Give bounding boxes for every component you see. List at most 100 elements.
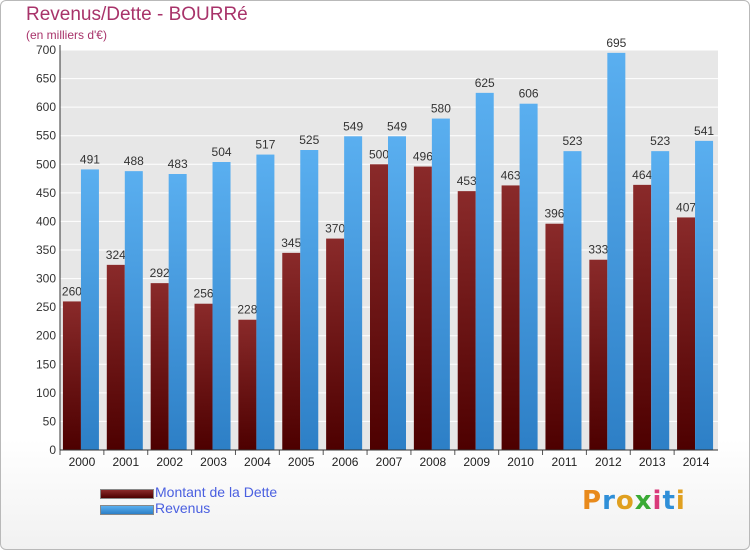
- y-tick-label: 350: [36, 243, 56, 257]
- bar-debt: [106, 264, 125, 450]
- data-label-debt: 345: [281, 236, 301, 250]
- y-tick-label: 700: [36, 43, 56, 57]
- y-tick-label: 250: [36, 300, 56, 314]
- data-label-debt: 500: [369, 147, 389, 161]
- legend-swatch-revenus: [100, 505, 154, 515]
- bar-revenus: [519, 103, 538, 450]
- bar-debt: [62, 301, 81, 450]
- data-label-revenus: 525: [299, 133, 319, 147]
- data-label-debt: 370: [325, 222, 345, 236]
- legend-swatch-debt: [100, 489, 154, 499]
- data-label-debt: 396: [544, 207, 564, 221]
- bar-debt: [194, 303, 213, 450]
- data-label-debt: 407: [676, 200, 696, 214]
- y-tick-label: 550: [36, 129, 56, 143]
- y-tick-label: 150: [36, 357, 56, 371]
- data-label-debt: 324: [106, 248, 126, 262]
- data-label-revenus: 523: [562, 134, 582, 148]
- logo-letter: i: [675, 486, 686, 516]
- data-label-debt: 464: [632, 168, 652, 182]
- x-tick-label: 2012: [595, 455, 622, 469]
- data-label-debt: 256: [194, 287, 214, 301]
- data-label-revenus: 549: [387, 119, 407, 133]
- x-tick-label: 2008: [420, 455, 447, 469]
- data-label-debt: 228: [237, 303, 257, 317]
- bar-debt: [370, 164, 388, 451]
- y-tick-label: 200: [36, 329, 56, 343]
- data-label-debt: 260: [62, 284, 82, 298]
- bar-revenus: [124, 171, 143, 450]
- bar-debt: [633, 184, 652, 450]
- data-label-revenus: 549: [343, 119, 363, 133]
- bar-revenus: [695, 140, 714, 450]
- bar-debt: [413, 166, 432, 451]
- bar-revenus: [388, 136, 406, 451]
- data-label-debt: 453: [457, 174, 477, 188]
- y-tick-label: 600: [36, 100, 56, 114]
- y-tick-label: 0: [49, 443, 56, 457]
- data-label-revenus: 606: [519, 87, 539, 101]
- x-tick-label: 2006: [332, 455, 359, 469]
- data-label-revenus: 504: [212, 145, 232, 159]
- data-label-revenus: 541: [694, 124, 714, 138]
- chart-subtitle: (en milliers d'€): [26, 28, 107, 42]
- data-label-debt: 496: [413, 150, 433, 164]
- data-label-revenus: 580: [431, 102, 451, 116]
- bar-revenus: [300, 150, 319, 450]
- data-label-revenus: 491: [80, 152, 100, 166]
- data-label-revenus: 523: [650, 134, 670, 148]
- bar-revenus: [344, 136, 363, 451]
- bar-revenus: [607, 52, 626, 450]
- proxiti-logo: Proxiti: [582, 486, 686, 516]
- y-tick-label: 300: [36, 272, 56, 286]
- bar-debt: [326, 238, 345, 450]
- data-label-revenus: 488: [124, 154, 144, 168]
- logo-letter: P: [582, 486, 603, 516]
- bar-revenus: [475, 92, 494, 450]
- logo-letter: r: [602, 486, 616, 516]
- bar-revenus: [80, 169, 99, 450]
- bar-chart: 0 50 100 150 200 250 300 350 400 450 500 550 600 650 7…: [36, 36, 718, 469]
- y-tick-label: 450: [36, 186, 56, 200]
- data-label-revenus: 483: [168, 157, 188, 171]
- x-tick-label: 2009: [463, 455, 490, 469]
- bar-debt: [282, 252, 301, 450]
- bar-revenus: [212, 162, 231, 450]
- y-tick-label: 500: [36, 157, 56, 171]
- data-label-debt: 333: [588, 243, 608, 257]
- legend-label-revenus: Revenus: [155, 500, 211, 516]
- logo-letter: i: [652, 486, 663, 516]
- bar-debt: [677, 217, 696, 450]
- logo-letter: t: [662, 486, 676, 516]
- bar-revenus: [256, 154, 275, 451]
- bar-debt: [150, 283, 169, 450]
- y-tick-label: 400: [36, 214, 56, 228]
- x-tick-label: 2013: [639, 455, 666, 469]
- bar-debt: [238, 319, 257, 450]
- x-tick-label: 2007: [376, 455, 403, 469]
- x-tick-label: 2000: [69, 455, 96, 469]
- logo-letter: o: [615, 486, 635, 516]
- data-label-debt: 292: [150, 266, 170, 280]
- x-tick-label: 2003: [200, 455, 227, 469]
- y-tick-label: 100: [36, 386, 56, 400]
- data-label-revenus: 695: [606, 36, 626, 50]
- legend-label-debt: Montant de la Dette: [155, 484, 278, 500]
- x-tick-label: 2001: [112, 455, 139, 469]
- x-tick-label: 2014: [683, 455, 710, 469]
- bar-revenus: [563, 151, 582, 450]
- x-tick-label: 2004: [244, 455, 271, 469]
- bar-debt: [457, 191, 476, 450]
- x-tick-label: 2005: [288, 455, 315, 469]
- x-tick-label: 2002: [156, 455, 183, 469]
- y-tick-label: 50: [43, 414, 57, 428]
- chart-title: Revenus/Dette - BOURRé: [26, 4, 248, 25]
- bar-debt: [545, 223, 564, 450]
- x-tick-label: 2011: [552, 455, 578, 469]
- data-label-revenus: 625: [475, 76, 495, 90]
- x-tick-label: 2010: [507, 455, 534, 469]
- y-tick-label: 650: [36, 72, 56, 86]
- logo-letter: x: [634, 486, 653, 516]
- data-label-revenus: 517: [255, 138, 275, 152]
- data-label-debt: 463: [501, 168, 521, 182]
